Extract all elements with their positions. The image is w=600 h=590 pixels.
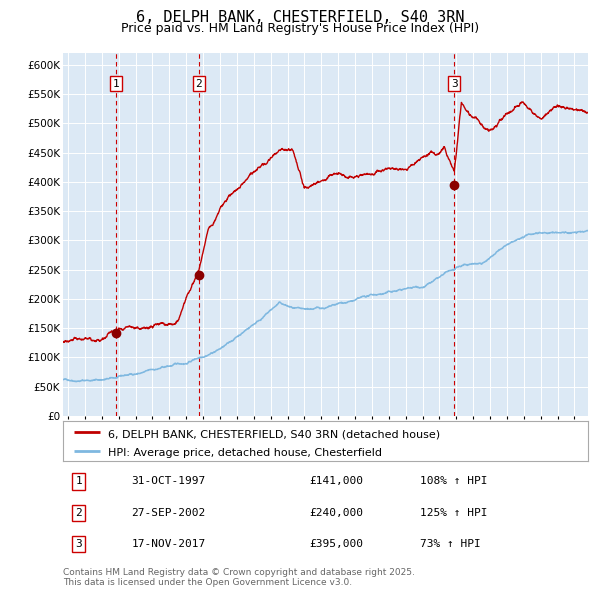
Text: 31-OCT-1997: 31-OCT-1997 bbox=[131, 477, 205, 486]
Text: 125% ↑ HPI: 125% ↑ HPI bbox=[420, 508, 487, 517]
Text: 1: 1 bbox=[76, 477, 82, 486]
Text: 3: 3 bbox=[76, 539, 82, 549]
Text: 2: 2 bbox=[196, 79, 202, 89]
Text: 6, DELPH BANK, CHESTERFIELD, S40 3RN: 6, DELPH BANK, CHESTERFIELD, S40 3RN bbox=[136, 10, 464, 25]
Text: £240,000: £240,000 bbox=[310, 508, 364, 517]
Text: 73% ↑ HPI: 73% ↑ HPI bbox=[420, 539, 481, 549]
Text: 2: 2 bbox=[76, 508, 82, 517]
Text: HPI: Average price, detached house, Chesterfield: HPI: Average price, detached house, Ches… bbox=[107, 448, 382, 458]
Text: 27-SEP-2002: 27-SEP-2002 bbox=[131, 508, 205, 517]
Text: Contains HM Land Registry data © Crown copyright and database right 2025.
This d: Contains HM Land Registry data © Crown c… bbox=[63, 568, 415, 587]
Text: £395,000: £395,000 bbox=[310, 539, 364, 549]
Text: 108% ↑ HPI: 108% ↑ HPI bbox=[420, 477, 487, 486]
Text: 1: 1 bbox=[112, 79, 119, 89]
Text: £141,000: £141,000 bbox=[310, 477, 364, 486]
Text: 17-NOV-2017: 17-NOV-2017 bbox=[131, 539, 205, 549]
Text: 3: 3 bbox=[451, 79, 458, 89]
Text: 6, DELPH BANK, CHESTERFIELD, S40 3RN (detached house): 6, DELPH BANK, CHESTERFIELD, S40 3RN (de… bbox=[107, 429, 440, 439]
Text: Price paid vs. HM Land Registry's House Price Index (HPI): Price paid vs. HM Land Registry's House … bbox=[121, 22, 479, 35]
